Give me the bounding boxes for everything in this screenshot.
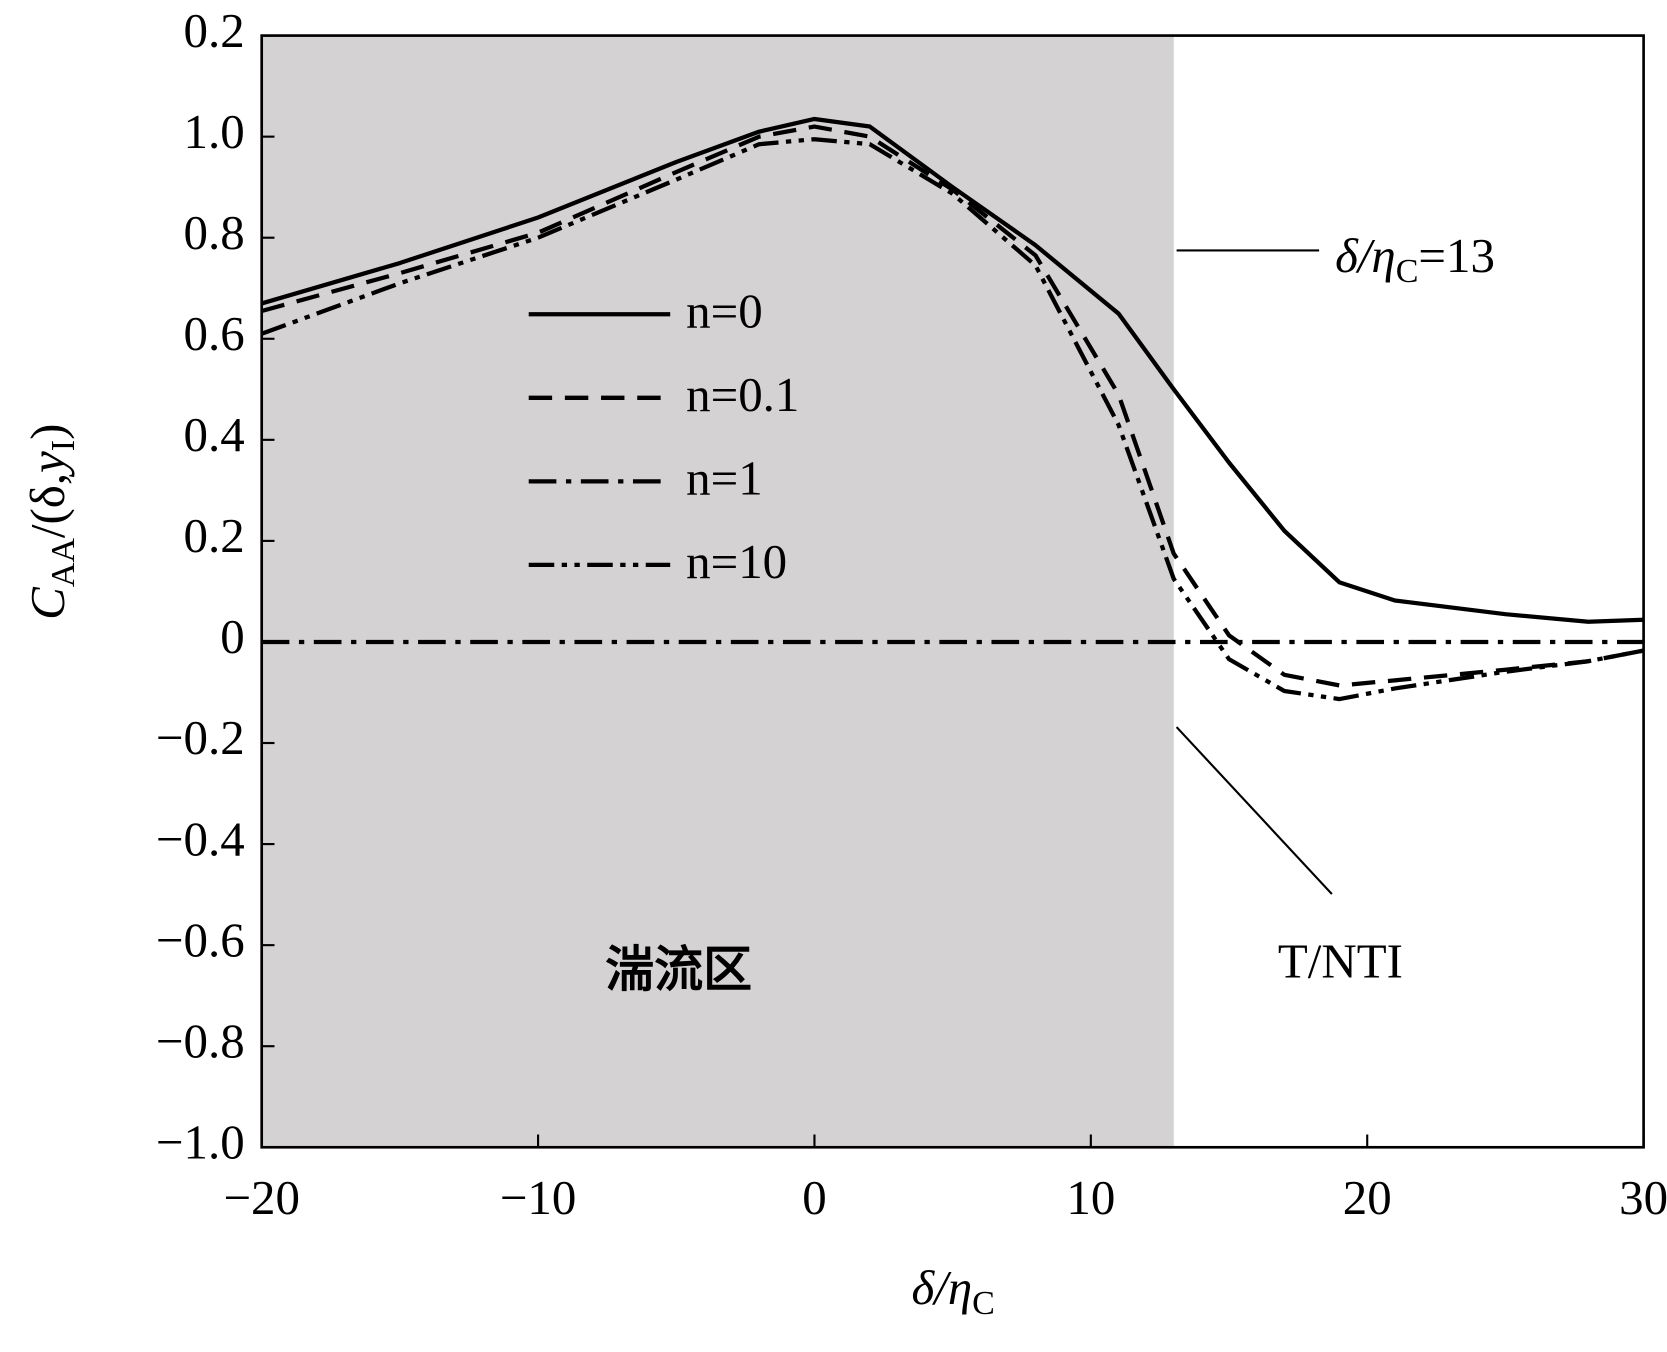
annotation: δ/ηC=13 <box>1335 228 1495 289</box>
x-tick-label: −10 <box>500 1170 577 1225</box>
annotation: T/NTI <box>1278 934 1403 989</box>
annotation-part: δ/η <box>1335 228 1396 283</box>
series-line <box>260 137 1644 702</box>
series-line <box>261 124 1644 688</box>
series-line <box>261 116 1644 624</box>
legend-label: n=1 <box>686 451 763 506</box>
y-tick-label: −1.0 <box>156 1115 245 1170</box>
y-tick-label: 1.0 <box>184 104 245 159</box>
y-axis-label: CAA/(δ,yI) <box>20 424 81 620</box>
shaded-region <box>261 35 1174 1148</box>
annotation-part: C <box>1396 253 1419 290</box>
y-axis-label-part: AA <box>45 538 82 588</box>
legend-label: n=0.1 <box>686 367 799 422</box>
y-tick-label: 0.2 <box>184 508 245 563</box>
y-axis-label-part: ) <box>20 424 75 440</box>
legend-label: n=10 <box>686 534 787 589</box>
y-tick-label: −0.8 <box>156 1013 245 1068</box>
y-axis-label-part: C <box>20 586 75 620</box>
y-tick-label: 0.4 <box>184 407 245 462</box>
x-tick-label: 30 <box>1619 1170 1667 1225</box>
y-axis-label-part: I <box>45 440 82 451</box>
x-tick-label: −20 <box>223 1170 300 1225</box>
x-tick-label: 10 <box>1066 1170 1115 1225</box>
y-tick-label: −0.6 <box>156 912 245 967</box>
legend-label: n=0 <box>686 284 763 339</box>
y-tick-label: 0.2 <box>184 3 245 58</box>
x-axis-label-part: δ/η <box>912 1260 973 1315</box>
x-axis-label-part: C <box>972 1285 995 1322</box>
y-tick-label: −0.4 <box>156 811 245 866</box>
y-tick-label: 0 <box>220 609 244 664</box>
leader-line <box>1175 726 1333 895</box>
x-tick-label: 0 <box>802 1170 826 1225</box>
y-tick-label: −0.2 <box>156 710 245 765</box>
plot-frame <box>260 34 1645 1149</box>
y-tick-label: 0.8 <box>184 205 245 260</box>
annotation: 湍流区 <box>605 942 752 997</box>
x-axis-label: δ/ηC <box>912 1260 995 1321</box>
y-tick-label: 0.6 <box>184 306 245 361</box>
x-tick-label: 20 <box>1343 1170 1392 1225</box>
annotation-part: =13 <box>1418 228 1495 283</box>
y-axis-label-part: /(δ, <box>20 473 75 538</box>
